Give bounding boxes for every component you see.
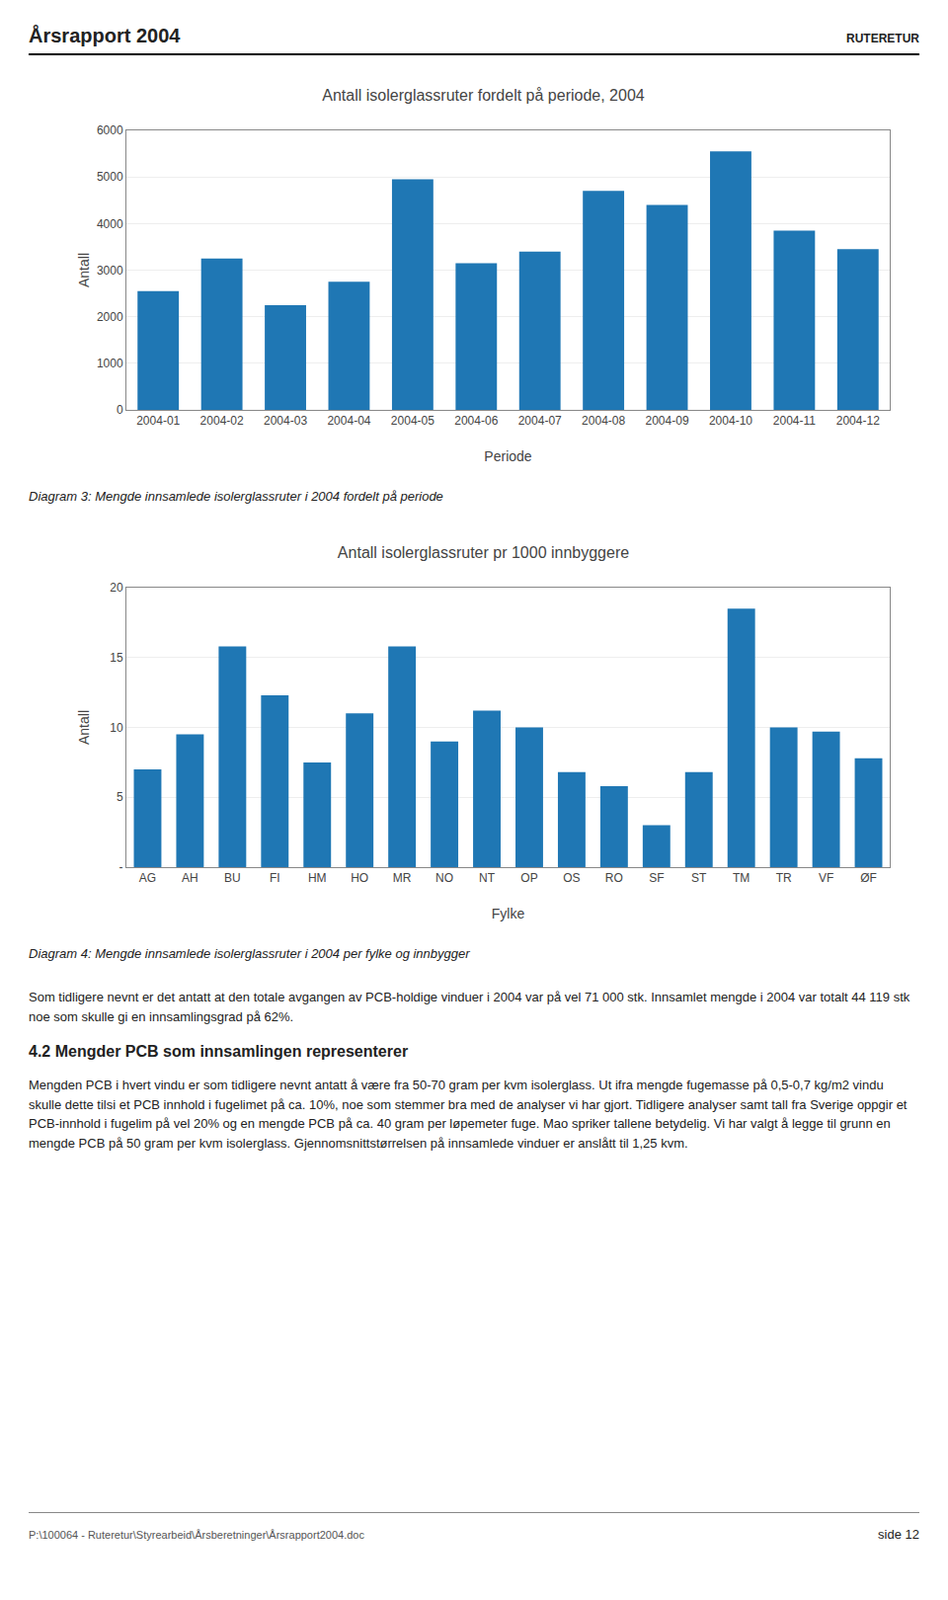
html-text:side 12: side 12 (877, 1526, 920, 1542)
svg-text:TM: TM (732, 870, 750, 885)
svg-text:3000: 3000 (96, 263, 124, 278)
html-text:RUTERETUR: RUTERETUR (846, 31, 920, 46)
html-text:P:\100064 - Ruteretur\Styrearb: P:\100064 - Ruteretur\Styrearbeid\Årsber… (28, 1528, 365, 1541)
html-text:Diagram 4: Mengde innsamlede i: Diagram 4: Mengde innsamlede isolerglass… (28, 946, 470, 961)
svg-text:Antall: Antall (76, 252, 92, 288)
html-text:Diagram 3: Mengde innsamlede i: Diagram 3: Mengde innsamlede isolerglass… (28, 488, 444, 504)
svg-text:OS: OS (562, 870, 580, 885)
svg-text:Antall isolerglassruter fordel: Antall isolerglassruter fordelt på perio… (321, 86, 645, 104)
html-text:Mengden PCB i hvert vindu er s: Mengden PCB i hvert vindu er som tidlige… (28, 1077, 908, 1150)
svg-text:2004-12: 2004-12 (836, 413, 880, 428)
svg-text:MR: MR (393, 870, 412, 885)
svg-text:2004-06: 2004-06 (454, 413, 498, 428)
svg-text:2004-09: 2004-09 (645, 413, 690, 428)
svg-text:0: 0 (116, 402, 124, 417)
svg-text:SF: SF (648, 870, 664, 885)
svg-text:2004-01: 2004-01 (136, 413, 180, 428)
html-text:4.2 Mengder PCB som innsamling: 4.2 Mengder PCB som innsamlingen represe… (28, 1042, 408, 1060)
html-text:Årsrapport 2004: Årsrapport 2004 (28, 24, 181, 47)
svg-text:2004-05: 2004-05 (391, 413, 435, 428)
svg-text:15: 15 (109, 650, 124, 665)
svg-text:ST: ST (691, 870, 708, 885)
svg-text:2004-08: 2004-08 (581, 413, 626, 428)
svg-text:ØF: ØF (860, 870, 877, 885)
svg-text:2004-03: 2004-03 (263, 413, 308, 428)
svg-text:2004-04: 2004-04 (326, 413, 371, 428)
svg-text:HO: HO (350, 870, 369, 885)
svg-text:2004-02: 2004-02 (200, 413, 244, 428)
svg-text:-: - (119, 860, 124, 874)
svg-text:2004-10: 2004-10 (709, 413, 753, 428)
svg-text:VF: VF (818, 870, 834, 885)
svg-text:20: 20 (109, 580, 124, 595)
svg-text:NO: NO (435, 870, 454, 885)
svg-text:AG: AG (139, 870, 157, 885)
svg-text:Antall isolerglassruter pr 100: Antall isolerglassruter pr 1000 innbygge… (337, 544, 630, 561)
svg-text:6000: 6000 (96, 123, 124, 138)
svg-text:RO: RO (605, 870, 624, 885)
svg-text:Periode: Periode (483, 448, 532, 465)
html-text:Som tidligere nevnt er det ant: Som tidligere nevnt er det antatt at den… (28, 989, 910, 1024)
svg-text:Antall: Antall (76, 710, 92, 745)
svg-text:2004-07: 2004-07 (518, 413, 562, 428)
svg-text:2004-11: 2004-11 (773, 413, 816, 428)
svg-text:1000: 1000 (96, 356, 124, 371)
svg-text:4000: 4000 (96, 217, 124, 232)
svg-text:Fylke: Fylke (491, 905, 526, 922)
svg-text:2000: 2000 (96, 310, 124, 324)
svg-text:BU: BU (224, 870, 241, 885)
svg-text:FI: FI (269, 870, 281, 885)
svg-text:OP: OP (520, 870, 538, 885)
svg-text:10: 10 (109, 720, 124, 735)
svg-text:NT: NT (478, 870, 496, 885)
svg-text:5000: 5000 (96, 169, 124, 184)
svg-text:TR: TR (776, 870, 792, 885)
svg-text:5: 5 (116, 790, 124, 804)
svg-text:AH: AH (181, 870, 199, 885)
svg-text:HM: HM (308, 870, 327, 885)
